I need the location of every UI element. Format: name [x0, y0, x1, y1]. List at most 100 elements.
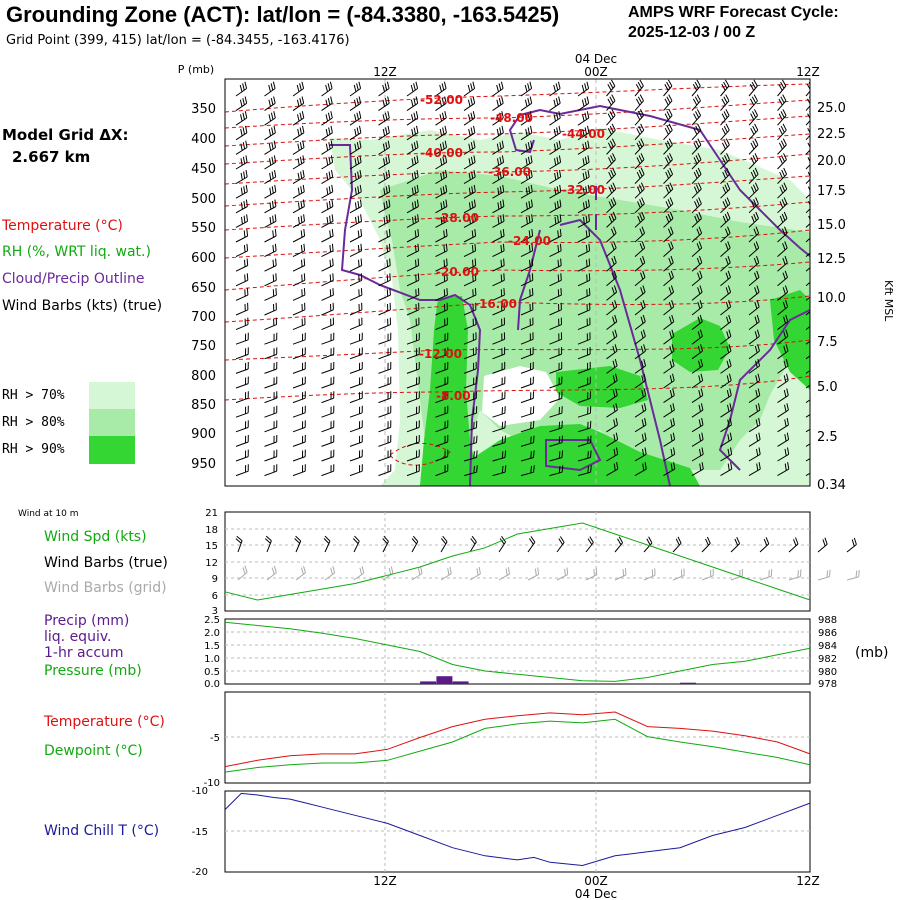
xs-wind-barb — [321, 449, 335, 462]
xs-wind-barb — [805, 384, 810, 389]
xs-wind-barb — [748, 241, 760, 257]
xs-wind-barb — [748, 123, 759, 141]
xs-wind-barb — [292, 258, 306, 272]
wind10-true-barb — [235, 535, 243, 553]
xs-wind-barb — [321, 258, 334, 272]
xs-wind-barb — [378, 449, 392, 462]
xs-wind-barb — [463, 273, 477, 287]
xs-wind-barb — [435, 140, 447, 155]
xs-wind-barb — [805, 237, 810, 243]
xs-wind-barb — [748, 138, 759, 155]
xs-wind-barb — [777, 432, 790, 447]
xs-wind-barb — [720, 79, 730, 97]
xs-wind-barb — [720, 123, 730, 141]
xs-wind-barb — [634, 417, 647, 433]
xs-wind-barb — [549, 406, 563, 418]
xs-wind-barb — [492, 361, 506, 374]
xs-wind-barb — [634, 388, 647, 404]
svg-text:12.5: 12.5 — [817, 252, 846, 267]
xs-wind-barb — [549, 155, 562, 170]
xs-wind-barb — [235, 361, 249, 374]
xs-wind-barb — [777, 167, 788, 184]
xs-wind-barb — [435, 258, 448, 272]
xs-wind-barb — [748, 270, 760, 287]
wind-chill-line — [224, 792, 811, 867]
xs-wind-barb — [321, 405, 335, 418]
wind10-true-barb — [759, 537, 770, 553]
xs-wind-barb — [577, 435, 592, 447]
xs-wind-barb — [549, 229, 562, 243]
xs-wind-barb — [663, 226, 674, 243]
xs-wind-barb — [663, 123, 673, 141]
xs-wind-barb — [577, 273, 591, 287]
xs-wind-barb — [720, 403, 732, 418]
xs-wind-barb — [435, 273, 448, 287]
xs-wind-barb — [720, 153, 730, 170]
wind10-grid-barb — [556, 567, 569, 581]
xs-wind-barb — [691, 241, 703, 257]
dewpoint-line — [224, 718, 811, 773]
xs-wind-barb — [691, 182, 702, 199]
xs-wind-barb — [606, 226, 617, 243]
xs-wind-barb — [235, 229, 249, 243]
xs-wind-barb — [406, 420, 420, 433]
xs-wind-barb — [720, 344, 732, 360]
svg-text:986: 986 — [818, 628, 837, 639]
xs-wind-barb — [235, 273, 249, 287]
model-grid-value: 2.667 km — [12, 148, 91, 166]
xs-wind-barb — [321, 332, 335, 345]
xs-wind-barb — [577, 258, 591, 272]
model-grid-label: Model Grid ΔX: — [2, 126, 129, 144]
wind10-grid-barb — [759, 569, 773, 581]
xs-wind-barb — [606, 432, 619, 447]
xs-wind-barb — [663, 300, 675, 316]
xs-wind-barb — [663, 417, 675, 433]
xs-wind-barb — [378, 317, 391, 331]
xs-wind-barb — [235, 258, 249, 272]
xs-wind-barb — [606, 241, 617, 257]
svg-text:450: 450 — [191, 162, 216, 177]
xs-wind-barb — [292, 405, 306, 418]
xs-wind-barb — [492, 435, 506, 447]
xs-wind-barb — [634, 241, 646, 257]
xs-wind-barb — [349, 317, 363, 331]
xs-wind-barb — [463, 361, 477, 374]
xs-wind-barb — [691, 167, 702, 184]
xs-wind-barb — [748, 403, 761, 418]
svg-text:982: 982 — [818, 654, 837, 665]
xs-wind-barb — [235, 434, 249, 447]
xs-wind-barb — [463, 465, 478, 477]
xs-wind-barb — [463, 391, 477, 404]
xs-wind-barb — [606, 329, 618, 345]
wind10-grid-barb — [817, 569, 831, 581]
xs-wind-barb — [321, 391, 335, 404]
xs-wind-barb — [520, 435, 535, 447]
bottom-date-label: 04 Dec — [575, 887, 617, 900]
svg-text:18: 18 — [205, 525, 218, 536]
svg-text:15.0: 15.0 — [817, 218, 846, 233]
xs-wind-barb — [463, 81, 476, 97]
wind10-grid-barb — [295, 565, 306, 581]
wind10-true-barb — [498, 536, 507, 553]
xs-wind-barb — [292, 184, 305, 199]
xs-wind-barb — [520, 111, 533, 126]
chill-panel: -10 -15 -20 — [192, 786, 811, 878]
xs-wind-barb — [235, 81, 248, 97]
xs-wind-barb — [435, 434, 449, 447]
wind10-true-barb — [382, 535, 389, 553]
xs-wind-barb — [264, 140, 276, 155]
xs-wind-barb — [549, 243, 562, 258]
xs-wind-barb — [748, 358, 761, 374]
xs-wind-barb — [634, 255, 646, 272]
xs-wind-barb — [805, 443, 810, 447]
xs-wind-barb — [748, 285, 760, 301]
xs-wind-barb — [606, 138, 616, 155]
xs-wind-barb — [492, 111, 504, 126]
xs-wind-barb — [549, 465, 564, 477]
xs-wind-barb — [663, 138, 673, 155]
xs-wind-barb — [748, 211, 759, 228]
xs-wind-barb — [463, 332, 477, 345]
xs-wind-barb — [492, 317, 505, 331]
bottom-time-axis: 12Z 00Z 04 Dec 12Z — [373, 874, 820, 900]
wind10-grid-barb — [324, 565, 336, 581]
